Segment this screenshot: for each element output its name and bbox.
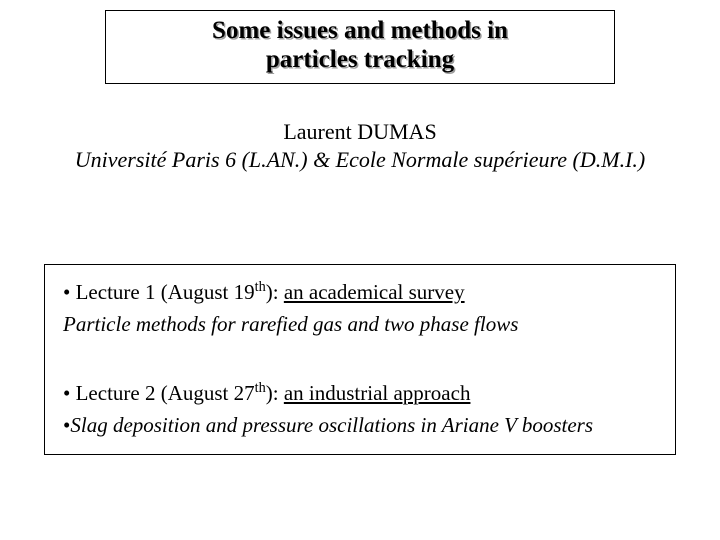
title-box: Some issues and methods in particles tra… [105,10,615,84]
lecture-1-ordinal: th [255,279,266,295]
lecture-1-desc: Particle methods for rarefied gas and tw… [63,311,657,337]
lecture-1-mid: ): [266,280,284,304]
author-block: Laurent DUMAS Université Paris 6 (L.AN.)… [0,118,720,173]
lecture-2-prefix: Lecture 2 (August 27 [76,381,255,405]
lecture-2-desc-text: Slag deposition and pressure oscillation… [70,413,593,437]
author-affiliation: Université Paris 6 (L.AN.) & Ecole Norma… [0,146,720,174]
bullet-icon: • [63,280,70,304]
lectures-box: • Lecture 1 (August 19th): an academical… [44,264,676,455]
lecture-1-subject: an academical survey [284,280,465,304]
lecture-2-desc: •Slag deposition and pressure oscillatio… [63,412,657,438]
lecture-2-mid: ): [266,381,284,405]
title-line-2: particles tracking [114,46,606,75]
author-name: Laurent DUMAS [0,118,720,146]
lecture-1-heading: • Lecture 1 (August 19th): an academical… [63,279,657,305]
title-line-1: Some issues and methods in [114,17,606,46]
lecture-2-heading: • Lecture 2 (August 27th): an industrial… [63,380,657,406]
bullet-icon: • [63,381,70,405]
lecture-2-subject: an industrial approach [284,381,471,405]
lecture-2-ordinal: th [255,380,266,396]
spacer [63,338,657,380]
lecture-1-prefix: Lecture 1 (August 19 [76,280,255,304]
